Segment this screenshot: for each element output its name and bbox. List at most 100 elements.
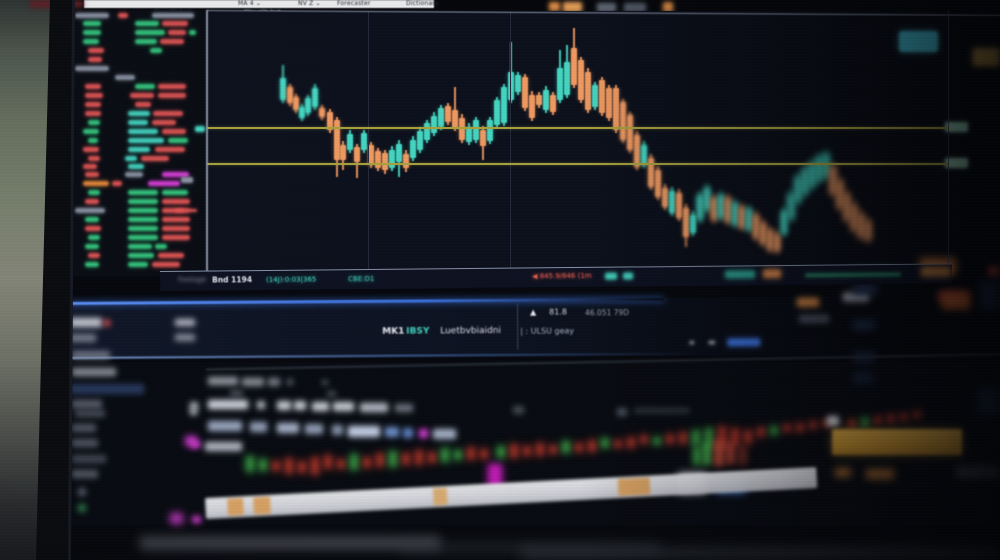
toolbar-tab-dictionary[interactable]: Dictionary [406, 0, 439, 7]
watchlist-quote-cell[interactable] [85, 244, 99, 249]
watchlist-quote-cell[interactable] [128, 235, 158, 240]
watchlist-quote-cell[interactable] [135, 21, 159, 26]
mini-chart-bar [324, 455, 332, 469]
watchlist-quote-cell[interactable] [128, 226, 158, 231]
order-row-blob [75, 410, 105, 417]
watchlist-quote-cell[interactable] [128, 147, 150, 152]
watchlist-quote-cell[interactable] [158, 84, 186, 89]
watchlist-quote-cell[interactable] [162, 235, 190, 240]
watchlist-quote-cell[interactable] [162, 190, 188, 195]
watchlist-quote-cell[interactable] [85, 84, 101, 89]
watchlist-quote-cell[interactable] [85, 217, 99, 222]
watchlist-quote-cell[interactable] [158, 93, 186, 98]
watchlist-quote-cell[interactable] [162, 226, 190, 231]
watchlist-quote-cell[interactable] [135, 30, 165, 35]
watchlist-quote-cell[interactable] [162, 21, 188, 26]
watchlist-quote-cell[interactable] [128, 120, 148, 125]
toolbar-tab-forecaster[interactable]: Forecaster [337, 0, 371, 7]
watchlist-quote-cell[interactable] [158, 253, 184, 258]
watchlist-quote-cell[interactable] [88, 138, 98, 143]
watchlist-quote-cell[interactable] [85, 172, 99, 177]
watchlist-quote-cell[interactable] [135, 102, 151, 107]
watchlist-quote-cell[interactable] [148, 181, 180, 186]
watchlist-quote-cell[interactable] [83, 147, 99, 152]
watchlist-quote-cell[interactable] [160, 39, 184, 44]
toolbar-tab-ma[interactable]: MA 4 ⌄ [238, 0, 262, 7]
watchlist-quote-cell[interactable] [135, 84, 155, 89]
watchlist-quote-cell[interactable] [128, 190, 158, 195]
watchlist-quote-cell[interactable] [83, 30, 101, 35]
watchlist-quote-cell[interactable] [128, 129, 158, 134]
watchlist-quote-cell[interactable] [125, 172, 143, 177]
watchlist-quote-cell[interactable] [88, 57, 102, 62]
watchlist-quote-cell[interactable] [83, 181, 109, 186]
chart-horizontal-level-line[interactable] [207, 127, 949, 129]
watchlist-quote-cell[interactable] [141, 156, 169, 161]
candle-body [823, 154, 829, 177]
watchlist-quote-cell[interactable] [155, 244, 167, 249]
watchlist-quote-cell[interactable] [88, 48, 104, 53]
watchlist-quote-cell[interactable] [75, 13, 109, 18]
watchlist-quote-cell[interactable] [115, 75, 135, 80]
table-cell-blob [322, 380, 328, 385]
watchlist-quote-cell[interactable] [152, 120, 176, 125]
watchlist-quote-cell[interactable] [75, 208, 105, 213]
watchlist-quote-cell[interactable] [162, 199, 190, 204]
watchlist-panel[interactable] [70, 10, 208, 276]
candle-body [347, 134, 353, 150]
table-cell-blob [277, 401, 291, 410]
watchlist-quote-cell[interactable] [85, 226, 101, 231]
watchlist-quote-cell[interactable] [85, 102, 101, 107]
watchlist-quote-cell[interactable] [128, 111, 150, 116]
watchlist-quote-cell[interactable] [153, 111, 183, 116]
watchlist-quote-cell[interactable] [83, 129, 99, 134]
watchlist-quote-cell[interactable] [88, 253, 100, 258]
watchlist-quote-cell[interactable] [162, 217, 190, 222]
chart-panel[interactable] [207, 11, 950, 272]
watchlist-quote-cell[interactable] [155, 147, 185, 152]
highlighted-alert-bar[interactable] [832, 429, 962, 455]
watchlist-quote-cell[interactable] [85, 262, 99, 267]
watchlist-quote-cell[interactable] [88, 156, 100, 161]
watchlist-quote-cell[interactable] [88, 190, 100, 195]
watchlist-quote-cell[interactable] [118, 13, 128, 18]
watchlist-quote-cell[interactable] [128, 262, 148, 267]
watchlist-quote-cell[interactable] [85, 93, 103, 98]
watchlist-quote-cell[interactable] [168, 138, 188, 143]
watchlist-quote-cell[interactable] [85, 111, 101, 116]
watchlist-quote-cell[interactable] [83, 21, 101, 26]
watchlist-quote-cell[interactable] [85, 199, 99, 204]
watchlist-quote-cell[interactable] [128, 199, 158, 204]
mini-chart-bar [887, 414, 895, 423]
watchlist-quote-cell[interactable] [83, 39, 99, 44]
watchlist-quote-cell[interactable] [189, 30, 196, 35]
watchlist-quote-cell[interactable] [130, 93, 154, 98]
watchlist-quote-cell[interactable] [128, 164, 144, 169]
watchlist-quote-cell[interactable] [75, 66, 109, 71]
watchlist-quote-cell[interactable] [152, 262, 180, 267]
side-panel-blob [853, 320, 875, 330]
watchlist-quote-cell[interactable] [88, 120, 100, 125]
quote-strip-divider [517, 303, 519, 350]
watchlist-quote-cell[interactable] [128, 244, 152, 249]
mini-chart-bar [757, 427, 765, 437]
watchlist-quote-cell[interactable] [128, 217, 158, 222]
quote-volume-value: 46.051 79D [585, 308, 630, 318]
chart-horizontal-level-line[interactable] [207, 163, 949, 165]
mini-chart-bar [350, 454, 358, 470]
toolbar-tab-nv[interactable]: NV Z ⌄ [298, 0, 321, 7]
watchlist-quote-cell[interactable] [112, 181, 122, 186]
watchlist-quote-cell[interactable] [135, 39, 157, 44]
candle-body [641, 145, 647, 165]
watchlist-quote-cell[interactable] [168, 30, 186, 35]
chart-quick-action-button[interactable] [899, 31, 938, 52]
watchlist-quote-cell[interactable] [88, 235, 100, 240]
watchlist-quote-cell[interactable] [125, 156, 137, 161]
watchlist-quote-cell[interactable] [128, 253, 154, 258]
watchlist-quote-cell[interactable] [152, 13, 194, 18]
watchlist-quote-cell[interactable] [162, 129, 186, 134]
watchlist-quote-cell[interactable] [128, 208, 158, 213]
watchlist-quote-cell[interactable] [150, 48, 162, 53]
watchlist-quote-cell[interactable] [83, 164, 97, 169]
watchlist-quote-cell[interactable] [128, 138, 164, 143]
